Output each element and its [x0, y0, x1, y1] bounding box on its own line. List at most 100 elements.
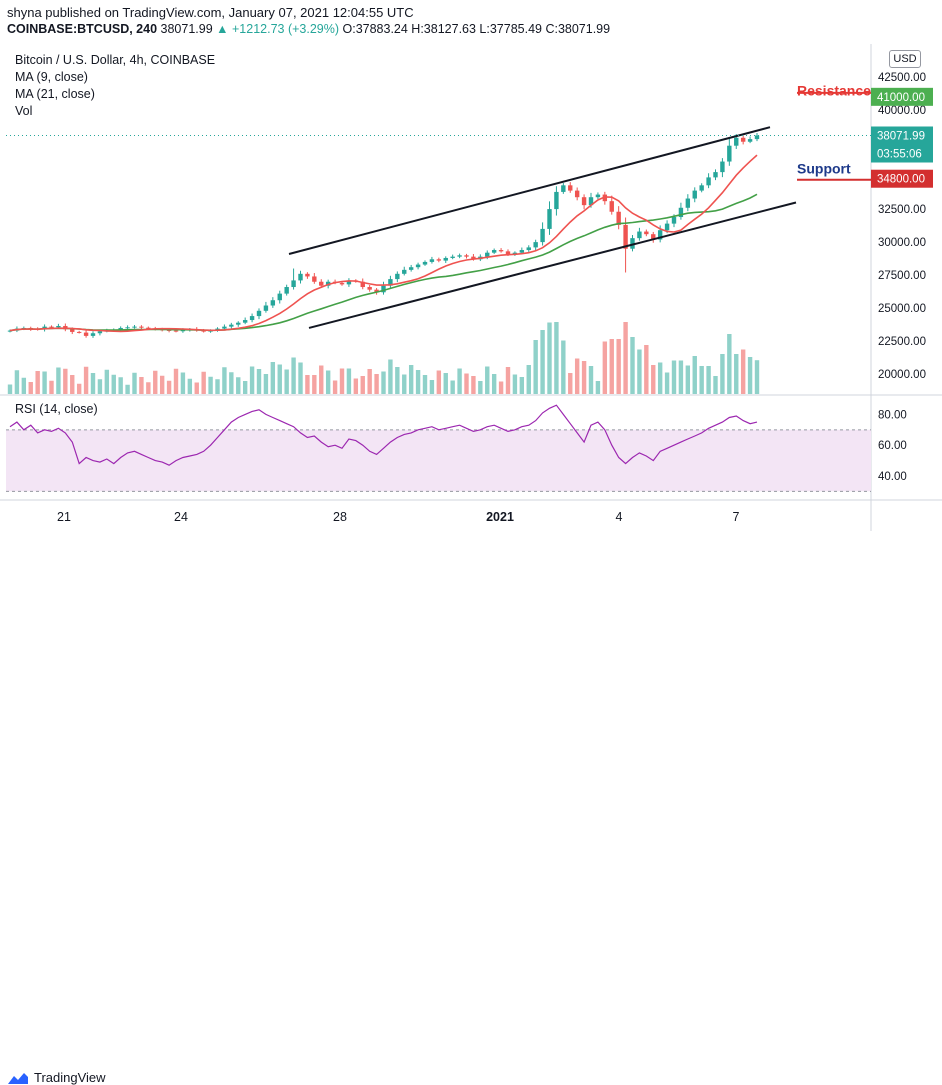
candle-body [381, 285, 386, 293]
volume-bar [229, 372, 234, 394]
current-price-badge: 38071.99 [877, 131, 925, 143]
volume-bar [609, 339, 614, 394]
volume-bar [166, 380, 172, 394]
volume-bar [153, 370, 158, 394]
candle-body [609, 201, 614, 212]
volume-bar [450, 380, 455, 394]
candle-body [588, 197, 594, 206]
volume-bar [540, 330, 545, 394]
volume-bar [623, 322, 628, 394]
volume-bar [305, 375, 310, 394]
volume-bar [519, 377, 525, 394]
resistance-label: Resistance [797, 83, 871, 99]
volume-bar [485, 366, 490, 394]
candle-body [139, 326, 144, 328]
candle-body [83, 332, 89, 336]
candle-body [471, 256, 476, 260]
candle-body [581, 197, 587, 206]
candle-body [747, 139, 753, 142]
price-tick-label: 22500.00 [878, 336, 926, 348]
candle-body [118, 327, 123, 330]
volume-bar [457, 368, 462, 394]
tradingview-logo[interactable]: TradingView [7, 1070, 106, 1085]
time-tick-label: 28 [333, 510, 347, 524]
volume-bar [720, 354, 725, 394]
candle-body [298, 273, 303, 281]
candle-body [284, 287, 289, 294]
candle-body [464, 255, 469, 257]
price-tick-label: 27500.00 [878, 270, 926, 282]
symbol-label: COINBASE:BTCUSD, 240 [7, 22, 158, 36]
candle-body [602, 194, 608, 202]
candle-body [242, 320, 248, 323]
volume-bar [339, 368, 345, 394]
resistance-price-badge-bg [871, 87, 933, 106]
support-price-badge: 34800.00 [877, 174, 925, 186]
time-tick-label: 21 [57, 510, 71, 524]
brand-name: TradingView [34, 1070, 106, 1085]
currency-selector[interactable]: USD [889, 50, 921, 68]
support-price-badge-bg [871, 169, 933, 188]
candle-body [574, 190, 580, 198]
candle-body [540, 228, 545, 243]
candle-body [429, 259, 435, 262]
volume-bar [194, 382, 199, 394]
volume-bar [685, 365, 691, 394]
candle-body [263, 305, 269, 311]
volume-bar [388, 359, 393, 394]
candle-body [637, 231, 642, 239]
volume-bar [367, 369, 372, 394]
candle-body [595, 194, 601, 198]
ohlc-values: O:37883.24 H:38127.63 L:37785.49 C:38071… [342, 22, 611, 36]
price-tick-label: 42500.00 [878, 72, 926, 84]
volume-bar [249, 366, 255, 394]
price-tick-label: 32500.00 [878, 204, 926, 216]
candle-body [339, 283, 345, 285]
last-price: 38071.99 [160, 22, 213, 36]
channel-lower-line [308, 201, 797, 329]
volume-bar [651, 365, 656, 394]
volume-bar [236, 377, 241, 394]
price-tick-label: 40000.00 [878, 105, 926, 117]
volume-bar [443, 373, 448, 394]
volume-bar [526, 365, 531, 394]
candle-body [208, 330, 213, 332]
volume-bar [312, 375, 317, 394]
volume-bar [657, 362, 663, 394]
volume-bar [270, 362, 276, 394]
candle-body [7, 330, 13, 332]
candle-body [408, 267, 414, 270]
candle-body [713, 172, 718, 178]
candle-body [664, 223, 670, 231]
candle-body [146, 327, 151, 329]
volume-bar [408, 365, 414, 394]
countdown-badge-bg [871, 144, 933, 163]
rsi-line [9, 404, 758, 466]
candle-body [166, 329, 172, 331]
candle-body [505, 251, 511, 254]
price-chart[interactable]: Resistance Support 20000.00 22500.00 25000.0… [0, 44, 942, 531]
footer: TradingView [0, 531, 942, 1085]
volume-bar [713, 376, 718, 394]
volume-bar [512, 374, 518, 394]
candle-body [402, 269, 407, 274]
legend-vol: Vol [15, 104, 33, 118]
volume-bar [242, 381, 248, 394]
candle-body [519, 250, 525, 253]
volume-bar [588, 366, 594, 394]
volume-bar [90, 373, 96, 394]
volume-bar [104, 369, 110, 394]
candle-body [312, 276, 317, 282]
price-tick-label: 20000.00 [878, 369, 926, 381]
volume-bar [298, 362, 303, 394]
candle-body [180, 329, 186, 332]
candle-body [623, 224, 628, 249]
candle-body [229, 324, 234, 327]
volume-bar [574, 358, 580, 394]
candle-body [512, 252, 518, 254]
volume-bar [747, 357, 753, 394]
candle-body [443, 257, 448, 261]
candle-body [692, 190, 697, 199]
candle-body [305, 273, 310, 277]
volume-bar [644, 345, 649, 394]
